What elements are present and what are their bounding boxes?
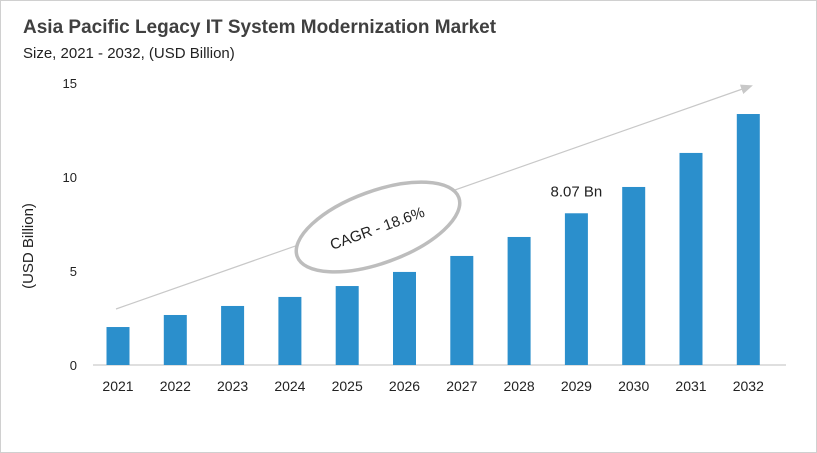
x-tick-label: 2024: [274, 378, 305, 394]
x-tick-label: 2030: [618, 378, 649, 394]
bar-2024: [278, 296, 302, 365]
bar-2027: [450, 255, 474, 365]
x-tick-label: 2029: [561, 378, 592, 394]
bar-2030: [622, 186, 646, 365]
x-tick-label: 2027: [446, 378, 477, 394]
cagr-ellipse: [294, 180, 462, 274]
x-tick-label: 2025: [332, 378, 363, 394]
bar-2023: [221, 305, 245, 365]
y-axis-label: (USD Billion): [20, 203, 37, 289]
bar-2025: [335, 286, 359, 365]
x-tick-label: 2026: [389, 378, 420, 394]
bar-2022: [163, 314, 187, 365]
chart-subtitle: Size, 2021 - 2032, (USD Billion): [23, 45, 235, 62]
x-tick-label: 2031: [675, 378, 706, 394]
x-tick-label: 2032: [733, 378, 764, 394]
bar-2028: [507, 236, 531, 365]
value-label-2029: 8.07 Bn: [551, 183, 603, 200]
x-tick-label: 2021: [102, 378, 133, 394]
bar-2032: [736, 114, 760, 366]
bar-2026: [393, 271, 416, 365]
x-tick-label: 2028: [504, 378, 535, 394]
bar-2021: [106, 327, 130, 365]
y-tick-label: 15: [63, 76, 77, 91]
bar-2029: [564, 213, 588, 365]
y-tick-label: 0: [70, 358, 77, 373]
x-tick-label: 2022: [160, 378, 191, 394]
bar-2031: [679, 152, 703, 365]
x-tick-label: 2023: [217, 378, 248, 394]
chart-title: Asia Pacific Legacy IT System Modernizat…: [23, 17, 497, 38]
y-tick-label: 5: [70, 264, 77, 279]
y-tick-label: 10: [63, 170, 77, 185]
